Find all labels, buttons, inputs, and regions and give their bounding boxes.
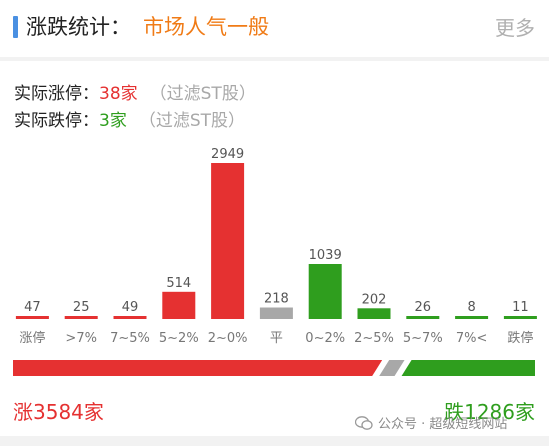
category-label: 7%< xyxy=(456,331,488,346)
bar-6 xyxy=(308,264,342,319)
bar-8 xyxy=(406,316,440,319)
ratio-up-segment xyxy=(13,360,383,376)
category-label: 涨停 xyxy=(19,330,45,346)
bar-value-label: 47 xyxy=(24,300,41,315)
watermark-text: 公众号 · 超级短线网站 xyxy=(378,417,508,432)
distribution-chart: 47 涨停 25 >7% 49 7~5% 514 5~2% 2949 2~0% 218 平 1039 0~… xyxy=(0,140,549,352)
limit-down-value: 3家 xyxy=(99,111,127,131)
bar-value-label: 49 xyxy=(122,300,139,315)
bar-3 xyxy=(162,291,196,319)
category-label: 0~2% xyxy=(305,331,345,346)
up-down-ratio-bar xyxy=(0,354,549,382)
bar-value-label: 202 xyxy=(362,292,387,307)
header: 涨跌统计： 市场人气一般 更多 xyxy=(0,0,549,56)
total-up-count: 涨3584家 xyxy=(13,400,104,424)
distribution-chart-svg: 47 涨停 25 >7% 49 7~5% 514 5~2% 2949 2~0% 218 平 1039 0~… xyxy=(15,147,537,346)
more-button[interactable]: 更多 xyxy=(495,16,535,40)
bar-4 xyxy=(211,163,245,319)
header-divider xyxy=(0,57,549,61)
category-label: 5~2% xyxy=(159,331,199,346)
ratio-bar-svg xyxy=(13,360,535,376)
category-label: 7~5% xyxy=(110,331,150,346)
bar-10 xyxy=(503,316,537,319)
bar-value-label: 514 xyxy=(166,276,191,291)
section-title: 涨跌统计： xyxy=(26,15,131,39)
market-sentiment-label: 市场人气一般 xyxy=(143,15,269,39)
category-label: 平 xyxy=(270,331,283,346)
bar-2 xyxy=(113,316,147,319)
bar-7 xyxy=(357,308,391,319)
category-label: 5~7% xyxy=(403,331,443,346)
category-label: 跌停 xyxy=(507,330,533,346)
bar-value-label: 26 xyxy=(415,300,432,315)
bottom-strip xyxy=(0,436,549,446)
bar-value-label: 218 xyxy=(264,292,289,307)
bar-value-label: 25 xyxy=(73,300,90,315)
limit-up-note: （过滤ST股） xyxy=(149,84,256,104)
limit-up-label: 实际涨停： xyxy=(14,84,99,104)
ratio-flat-segment xyxy=(379,360,405,376)
limit-down-note: （过滤ST股） xyxy=(138,111,246,131)
category-label: 2~5% xyxy=(354,331,394,346)
bar-value-label: 11 xyxy=(512,300,529,315)
bar-value-label: 2949 xyxy=(211,147,244,162)
bar-1 xyxy=(64,316,98,319)
total-down-count: 跌1286家 xyxy=(444,400,535,424)
section-accent-bar xyxy=(13,16,18,38)
bar-0 xyxy=(15,316,49,319)
category-label: >7% xyxy=(65,331,97,346)
bar-value-label: 8 xyxy=(467,300,475,315)
ratio-down-segment xyxy=(401,360,535,376)
limit-down-stat: 实际跌停：3家 （过滤ST股） xyxy=(14,106,245,131)
wechat-icon xyxy=(355,415,373,430)
limit-down-label: 实际跌停： xyxy=(14,111,99,131)
limit-up-stat: 实际涨停：38家 （过滤ST股） xyxy=(14,79,256,104)
limit-up-value: 38家 xyxy=(99,84,138,104)
bar-9 xyxy=(455,316,489,319)
category-label: 2~0% xyxy=(208,331,248,346)
watermark: 公众号 · 超级短线网站 xyxy=(355,413,507,432)
bar-5 xyxy=(259,307,293,319)
bar-value-label: 1039 xyxy=(309,248,342,263)
